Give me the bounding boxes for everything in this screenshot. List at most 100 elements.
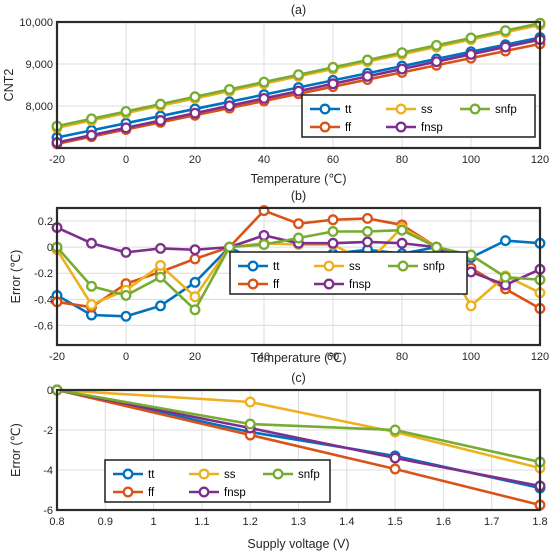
data-point-snfp [431, 241, 442, 253]
panel-title: (c) [291, 371, 306, 385]
data-point-snfp [293, 232, 304, 244]
data-point-fnsp [327, 78, 339, 90]
y-tick-label: 0 [47, 242, 53, 254]
x-tick-label: 1.7 [484, 516, 499, 528]
data-point-fnsp [500, 41, 511, 53]
data-point-snfp [396, 224, 408, 236]
x-tick-label: 1.4 [339, 516, 354, 528]
x-tick-label: -20 [49, 154, 65, 166]
data-point-ss [86, 299, 97, 311]
data-point-snfp [86, 280, 97, 292]
data-point-ss [465, 300, 477, 312]
legend-marker-tt [319, 103, 331, 115]
data-point-fnsp [86, 129, 97, 141]
data-point-fnsp [389, 452, 401, 464]
legend-label-tt: tt [148, 469, 155, 481]
y-tick-label: -0.2 [34, 268, 53, 280]
data-point-fnsp [431, 56, 442, 68]
data-point-snfp [465, 249, 477, 261]
legend-marker-fnsp [395, 121, 407, 133]
data-point-snfp [327, 226, 339, 237]
panel-c: 0.8 0.9 1 1.1 1.2 1.3 1.4 1.5 1.6 1.7 1.8 -6 -4 -2 0 (c… [9, 371, 548, 551]
x-tick-label: 0.9 [98, 516, 113, 528]
y-tick-label: -0.4 [34, 294, 53, 306]
x-tick-label: 60 [327, 154, 339, 166]
data-point-fnsp [258, 229, 270, 241]
legend: tt ss snfp ff fnsp [301, 94, 536, 138]
legend-label-ff: ff [345, 122, 352, 134]
data-point-tt [189, 276, 201, 288]
x-tick-label: -20 [49, 351, 65, 363]
data-point-ff [389, 463, 401, 475]
x-tick-label: 1.3 [291, 516, 306, 528]
legend-marker-fnsp [198, 486, 210, 498]
y-tick-label: 8,000 [25, 101, 53, 113]
data-point-fnsp [327, 237, 339, 249]
x-tick-label: 40 [258, 154, 270, 166]
x-tick-label: 20 [189, 351, 201, 363]
legend-marker-ff [319, 121, 331, 133]
data-point-snfp [224, 83, 235, 95]
x-axis-label: Temperature (℃) [250, 351, 346, 365]
legend-marker-snfp [469, 103, 481, 115]
plot-frame [55, 20, 542, 150]
data-point-snfp [362, 226, 373, 237]
legend-label-fnsp: fnsp [349, 279, 371, 291]
y-axis-label: Error (℃) [9, 423, 23, 477]
data-point-snfp [189, 304, 201, 316]
x-tick-label: 1.1 [194, 516, 209, 528]
legend-marker-ff [122, 486, 134, 498]
legend-label-fnsp: fnsp [224, 487, 246, 499]
data-point-snfp [431, 39, 442, 51]
legend-marker-snfp [272, 468, 284, 480]
x-tick-label: 100 [462, 351, 480, 363]
legend-box [229, 251, 468, 295]
x-axis-label: Supply voltage (V) [247, 537, 349, 551]
series-line-ss [56, 388, 541, 470]
legend-label-snfp: snfp [495, 104, 517, 116]
panel-title: (b) [291, 189, 306, 203]
x-axis-label: Temperature (℃) [250, 172, 346, 186]
data-point-ff [327, 214, 339, 226]
plot-frame [55, 206, 542, 347]
data-point-snfp [244, 418, 256, 430]
y-tick-label: -0.6 [34, 320, 53, 332]
x-tick-label: 0 [123, 154, 129, 166]
legend-marker-snfp [397, 260, 409, 272]
data-point-snfp [500, 25, 511, 37]
data-point-snfp [155, 98, 166, 110]
y-tick-label: -2 [43, 425, 53, 437]
data-point-fnsp [293, 85, 304, 97]
legend: tt ss snfp ff fnsp [229, 251, 468, 295]
data-point-ff [362, 212, 373, 224]
data-point-snfp [120, 106, 132, 117]
data-point-fnsp [224, 100, 235, 112]
x-tick-label: 0.8 [49, 516, 64, 528]
data-point-tt [120, 310, 132, 322]
data-point-fnsp [86, 237, 97, 249]
data-point-snfp [500, 271, 511, 283]
data-point-snfp [389, 424, 401, 436]
x-tick-label: 1.5 [387, 516, 402, 528]
legend-label-ff: ff [273, 279, 280, 291]
data-point-fnsp [362, 236, 373, 248]
x-tick-label: 1.2 [243, 516, 258, 528]
legend-marker-fnsp [323, 278, 335, 290]
legend-marker-ss [198, 468, 210, 480]
data-point-snfp [396, 47, 408, 59]
x-tick-label: 80 [396, 154, 408, 166]
y-axis-label: CNT2 [2, 69, 16, 102]
data-point-fnsp [189, 244, 201, 256]
plot-frame [55, 388, 542, 512]
legend-marker-tt [247, 260, 259, 272]
data-point-snfp [86, 113, 97, 125]
y-tick-label: -4 [43, 465, 53, 477]
x-tick-label: 100 [462, 154, 480, 166]
data-point-ss [244, 396, 256, 408]
legend-label-fnsp: fnsp [421, 122, 443, 134]
y-tick-label: 0.2 [38, 216, 53, 228]
data-point-fnsp [120, 246, 132, 258]
legend-label-ss: ss [224, 469, 236, 481]
y-tick-label: 10,000 [19, 17, 53, 29]
